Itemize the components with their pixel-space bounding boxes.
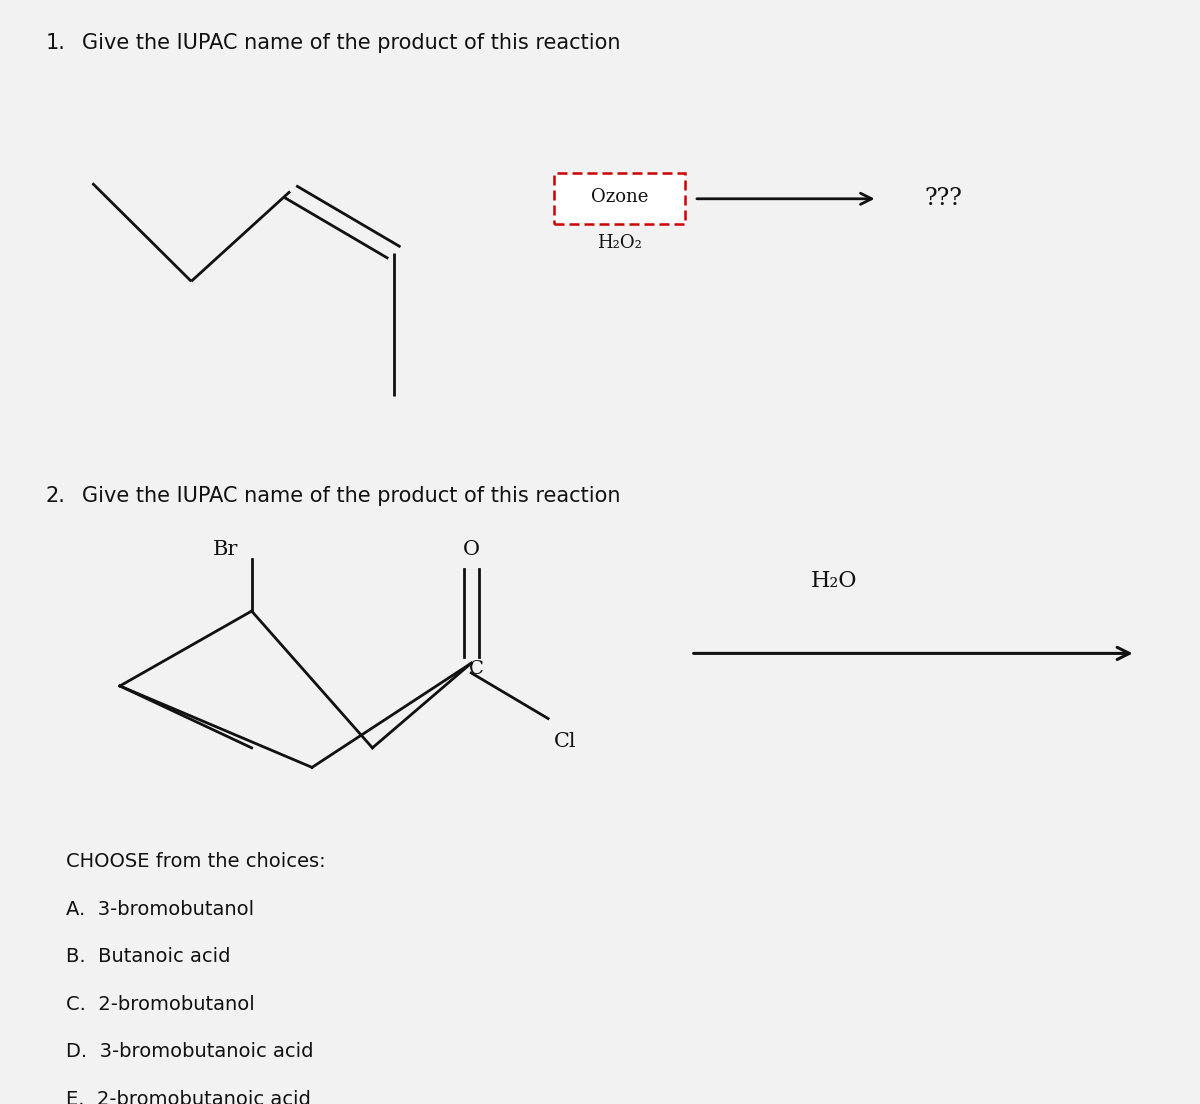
Text: B.  Butanoic acid: B. Butanoic acid — [66, 947, 230, 966]
Text: Br: Br — [214, 540, 239, 559]
Text: ???: ??? — [924, 188, 962, 210]
Text: Give the IUPAC name of the product of this reaction: Give the IUPAC name of the product of th… — [82, 486, 620, 506]
Text: Cl: Cl — [553, 732, 576, 751]
Text: Give the IUPAC name of the product of this reaction: Give the IUPAC name of the product of th… — [82, 33, 620, 53]
Text: H₂O₂: H₂O₂ — [598, 234, 642, 252]
Text: D.  3-bromobutanoic acid: D. 3-bromobutanoic acid — [66, 1042, 313, 1061]
Text: C.  2-bromobutanol: C. 2-bromobutanol — [66, 995, 254, 1013]
FancyBboxPatch shape — [553, 173, 685, 224]
Text: O: O — [463, 540, 480, 559]
Text: 2.: 2. — [46, 486, 66, 506]
Text: 1.: 1. — [46, 33, 66, 53]
Text: CHOOSE from the choices:: CHOOSE from the choices: — [66, 852, 325, 871]
Text: C: C — [469, 660, 484, 678]
Text: Ozone: Ozone — [590, 188, 648, 206]
Text: H₂O: H₂O — [810, 570, 857, 592]
Text: A.  3-bromobutanol: A. 3-bromobutanol — [66, 900, 254, 919]
Text: E.  2-bromobutanoic acid: E. 2-bromobutanoic acid — [66, 1090, 311, 1104]
